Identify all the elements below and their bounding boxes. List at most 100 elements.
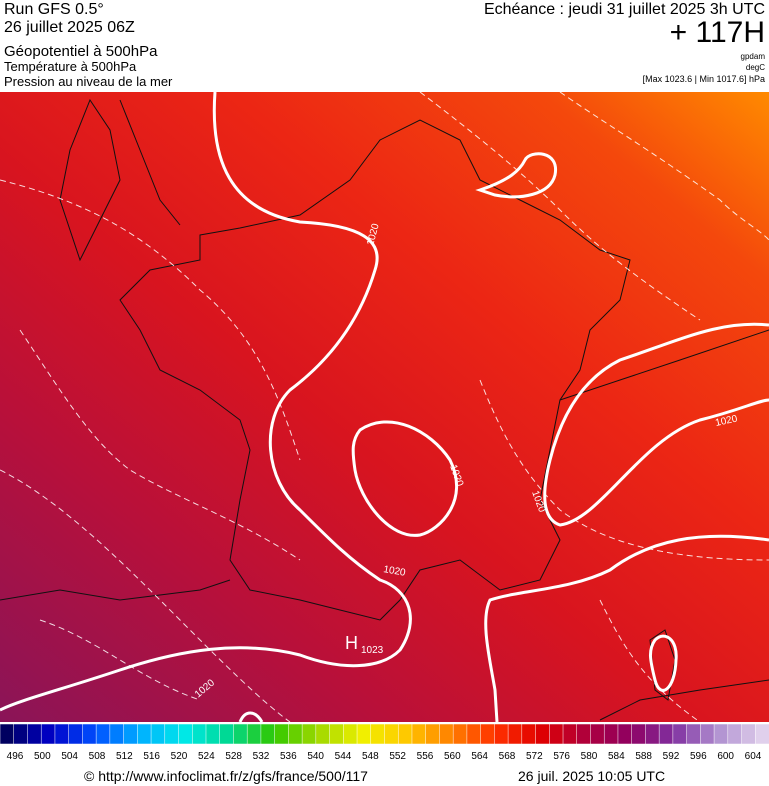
legend-swatch [494,723,509,745]
footer-source: © http://www.infoclimat.fr/z/gfs/france/… [84,768,368,784]
legend-swatch [40,723,56,745]
legend-label: 564 [471,751,488,762]
legend-label: 516 [143,751,160,762]
layer-name: Température à 500hPa [4,59,137,74]
legend-swatch [233,723,248,745]
legend-label: 504 [61,751,78,762]
legend-label: 592 [663,751,680,762]
legend-label: 512 [116,751,133,762]
map: 1020 1020 1020 1020 1020 1020 H 1023 [0,92,769,722]
pressure-range: [Max 1023.6 | Min 1017.6] hPa [643,74,765,84]
legend-swatch [246,723,262,745]
legend-swatch [54,723,70,745]
legend-swatch [466,723,482,745]
legend-swatch [178,723,193,745]
legend-label: 584 [608,751,625,762]
legend-swatch [0,723,15,745]
isobar-label: 1020 [382,564,406,579]
legend-swatch [219,723,235,745]
temperature-contours [0,92,769,722]
high-pressure-value: 1023 [361,645,384,656]
legend-swatch [301,723,317,745]
layer-name: Géopotentiel à 500hPa [4,43,158,60]
legend-swatch [686,723,702,745]
legend-swatch [260,723,276,745]
borders [0,98,769,721]
legend-label: 524 [198,751,215,762]
legend-swatch [68,723,84,745]
legend-swatch [535,723,551,745]
legend-label: 568 [499,751,516,762]
legend-label: 544 [335,751,352,762]
legend-swatch [137,723,152,745]
legend-swatch [411,723,427,745]
legend-label: 532 [253,751,270,762]
run-title: Run GFS 0.5° [4,1,104,18]
echeance: Echéance : jeudi 31 juillet 2025 3h UTC [484,1,765,18]
legend-swatch [672,723,688,745]
legend-swatch [617,723,633,745]
unit: degC [746,63,765,72]
legend-label: 528 [225,751,242,762]
legend-swatch [109,723,125,745]
legend-swatch [27,723,42,745]
legend-swatch [755,723,769,745]
legend-label: 496 [7,751,24,762]
legend-label: 548 [362,751,379,762]
legend-label: 536 [280,751,297,762]
layer-name: Pression au niveau de la mer [4,74,173,89]
legend-swatch [700,723,715,745]
legend-label: 520 [171,751,188,762]
legend-swatch [727,723,743,745]
legend-swatch [288,723,303,745]
legend-label: 580 [581,751,598,762]
legend-label: 596 [690,751,707,762]
legend-swatch [315,723,331,745]
legend-swatch [13,723,29,745]
legend-swatch [82,723,97,745]
legend-label: 556 [417,751,434,762]
unit: gpdam [741,52,766,61]
legend-swatch [123,723,139,745]
isobars [0,92,769,722]
map-background [0,92,769,722]
legend-swatch [95,723,111,745]
legend-swatch [645,723,660,745]
high-pressure-letter: H [345,633,358,653]
legend-swatch [562,723,578,745]
legend-label: 604 [745,751,762,762]
footer-timestamp: 26 juil. 2025 10:05 UTC [518,768,665,784]
legend-swatch [205,723,221,745]
legend-label: 600 [717,751,734,762]
legend-swatch [329,723,345,745]
legend-label: 540 [307,751,324,762]
legend-swatch [480,723,496,745]
legend-swatch [343,723,358,745]
legend-swatch [356,723,372,745]
legend-label: 500 [34,751,51,762]
legend-swatch [439,723,454,745]
legend-swatch [631,723,647,745]
legend-swatch [521,723,537,745]
run-date: 26 juillet 2025 06Z [4,19,135,36]
legend-swatch [507,723,523,745]
legend-swatch [397,723,413,745]
legend-swatch [192,723,207,745]
legend-label: 576 [553,751,570,762]
legend-swatch [425,723,441,745]
legend-swatch [713,723,729,745]
legend-label: 572 [526,751,543,762]
legend-label: 508 [89,751,106,762]
legend-swatch [603,723,619,745]
isobar-label: 1020 [714,413,738,428]
legend-swatch [384,723,399,745]
legend-swatch [576,723,592,745]
legend-swatch [150,723,166,745]
legend-label: 588 [635,751,652,762]
legend-swatch [658,723,674,745]
legend-swatch [452,723,468,745]
legend-swatch [590,723,605,745]
legend-swatch [549,723,564,745]
